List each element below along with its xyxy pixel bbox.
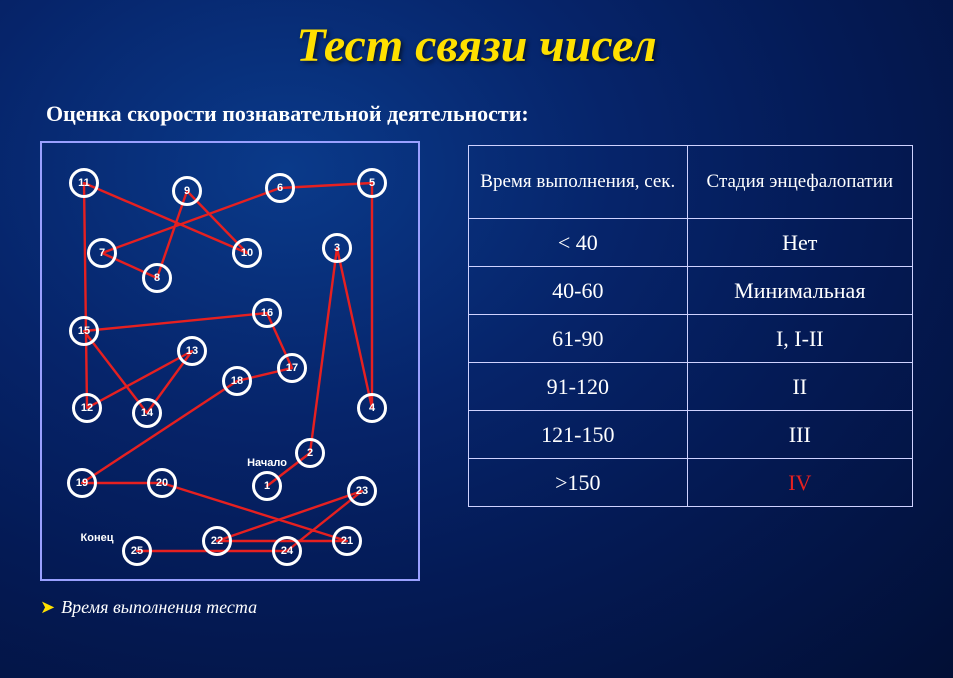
trail-node: 15 (69, 316, 99, 346)
trail-node: 13 (177, 336, 207, 366)
trail-node: 4 (357, 393, 387, 423)
cell-stage: II (687, 363, 912, 411)
cell-time: >150 (469, 459, 688, 507)
table-row: 40-60Минимальная (469, 267, 913, 315)
table-row: >150IV (469, 459, 913, 507)
page-title-text: Тест связи чисел (296, 19, 656, 72)
footnote: ➤ Время выполнения теста (40, 597, 420, 618)
cell-time: 91-120 (469, 363, 688, 411)
trail-diagram: 1234567891011121314151617181920212223242… (40, 141, 420, 581)
trail-node: 7 (87, 238, 117, 268)
trail-node: 1 (252, 471, 282, 501)
trail-node: 14 (132, 398, 162, 428)
table-row: 121-150III (469, 411, 913, 459)
diagram-column: 1234567891011121314151617181920212223242… (40, 141, 420, 618)
table-row: < 40Нет (469, 219, 913, 267)
trail-node: 22 (202, 526, 232, 556)
staging-table: Время выполнения, сек.Стадия энцефалопат… (468, 145, 913, 507)
trail-node: 8 (142, 263, 172, 293)
cell-stage: Минимальная (687, 267, 912, 315)
trail-node: 3 (322, 233, 352, 263)
trail-label: Конец (81, 532, 114, 544)
cell-stage: Нет (687, 219, 912, 267)
trail-node: 21 (332, 526, 362, 556)
chevron-icon: ➤ (40, 597, 55, 618)
subtitle-text: Оценка скорости познавательной деятельно… (46, 101, 529, 126)
trail-node: 5 (357, 168, 387, 198)
trail-node: 20 (147, 468, 177, 498)
trail-node: 11 (69, 168, 99, 198)
table-row: 61-90I, I-II (469, 315, 913, 363)
col-header-stage: Стадия энцефалопатии (687, 146, 912, 219)
table-header-row: Время выполнения, сек.Стадия энцефалопат… (469, 146, 913, 219)
trail-node: 9 (172, 176, 202, 206)
trail-path-layer (42, 143, 422, 583)
cell-time: 61-90 (469, 315, 688, 363)
trail-node: 12 (72, 393, 102, 423)
trail-node: 25 (122, 536, 152, 566)
cell-time: 40-60 (469, 267, 688, 315)
trail-node: 24 (272, 536, 302, 566)
content-row: 1234567891011121314151617181920212223242… (0, 141, 953, 618)
trail-node: 10 (232, 238, 262, 268)
page-title: Тест связи чисел (0, 0, 953, 73)
footnote-text: Время выполнения теста (61, 597, 257, 618)
cell-time: 121-150 (469, 411, 688, 459)
cell-stage: IV (687, 459, 912, 507)
trail-node: 17 (277, 353, 307, 383)
cell-time: < 40 (469, 219, 688, 267)
trail-node: 6 (265, 173, 295, 203)
subtitle: Оценка скорости познавательной деятельно… (46, 101, 953, 127)
trail-label: Начало (247, 457, 287, 469)
table-row: 91-120II (469, 363, 913, 411)
trail-node: 18 (222, 366, 252, 396)
cell-stage: I, I-II (687, 315, 912, 363)
col-header-time: Время выполнения, сек. (469, 146, 688, 219)
cell-stage: III (687, 411, 912, 459)
trail-node: 2 (295, 438, 325, 468)
trail-node: 19 (67, 468, 97, 498)
trail-node: 16 (252, 298, 282, 328)
trail-node: 23 (347, 476, 377, 506)
